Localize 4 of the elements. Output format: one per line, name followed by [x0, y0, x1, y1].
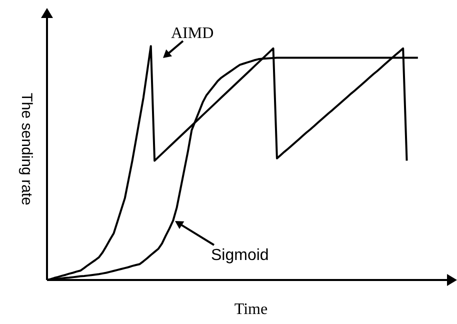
x-axis-title: Time [234, 301, 268, 318]
series-label: AIMD [171, 25, 214, 42]
text: Sigmoid [211, 247, 269, 264]
y-axis-title: The sending rate [18, 92, 35, 206]
